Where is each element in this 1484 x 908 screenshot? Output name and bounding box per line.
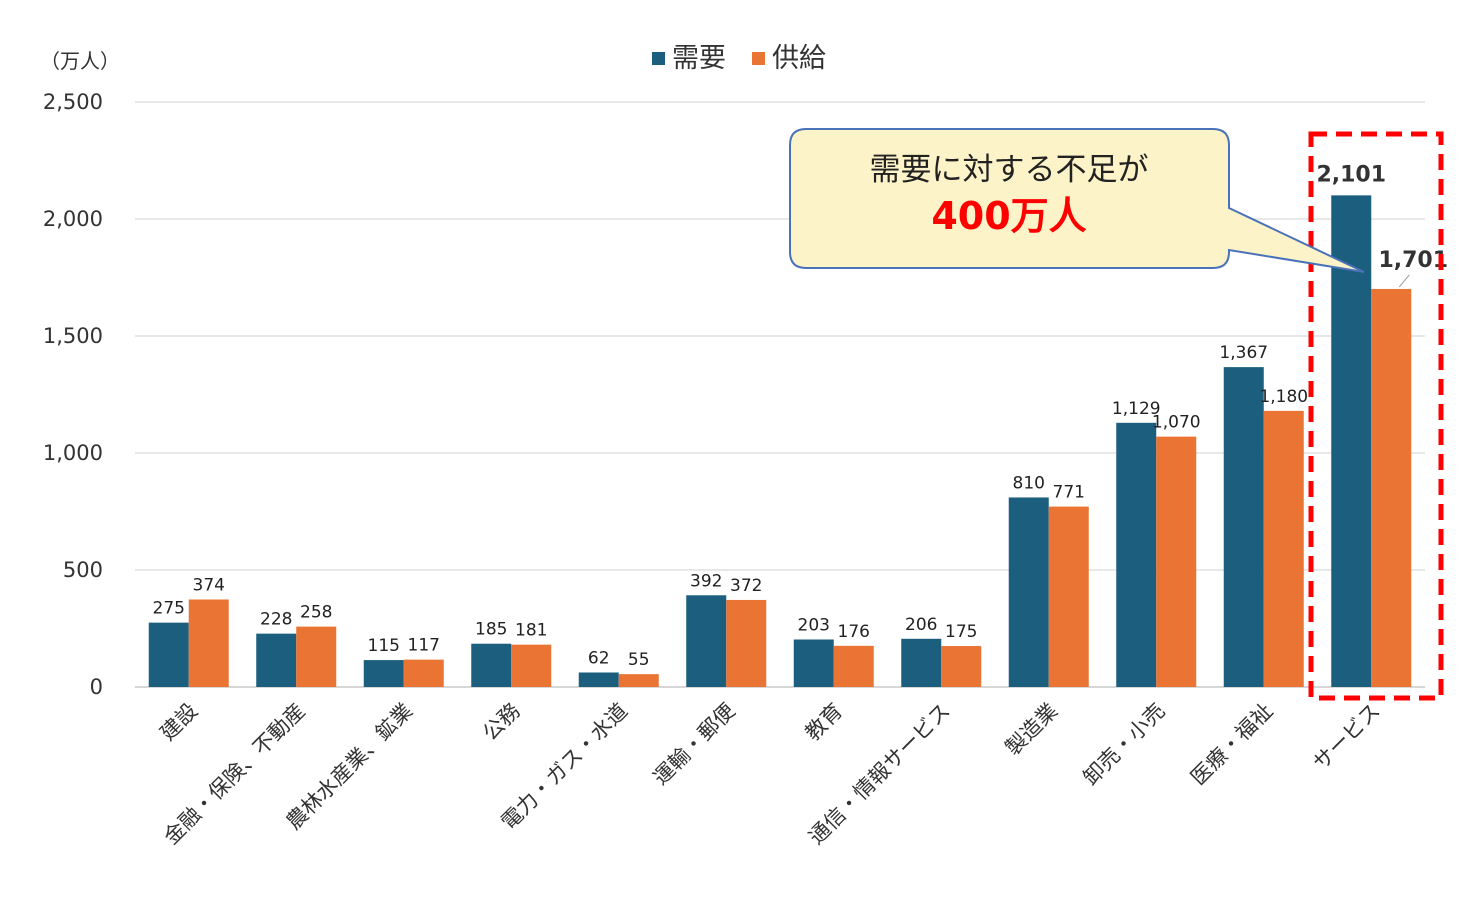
bar-supply [618, 674, 659, 687]
y-tick-label: 2,000 [43, 207, 103, 231]
category-label: 公務 [478, 699, 525, 746]
bar-demand [793, 639, 834, 687]
data-label-supply: 771 [1053, 483, 1085, 503]
legend-swatch-demand [652, 52, 665, 65]
data-label-demand: 228 [260, 610, 292, 630]
category-label: 医療・福祉 [1186, 699, 1277, 790]
data-label-supply: 372 [730, 576, 762, 596]
data-label-supply: 1,070 [1152, 413, 1201, 433]
legend-swatch-supply [752, 52, 765, 65]
category-label: 建設 [156, 699, 203, 746]
data-label-demand: 2,101 [1316, 162, 1386, 187]
legend-label-supply: 供給 [772, 43, 826, 74]
data-label-supply: 181 [515, 621, 547, 641]
callout-highlight-text: 400万人 [931, 194, 1086, 238]
callout-text: 需要に対する不足が [870, 152, 1149, 188]
bar-supply [726, 599, 767, 687]
bar-supply [833, 645, 874, 687]
y-tick-label: 2,500 [43, 90, 103, 114]
legend-label-demand: 需要 [672, 43, 726, 74]
bar-supply [296, 626, 337, 687]
bar-demand [256, 633, 297, 687]
data-label-demand: 810 [1013, 473, 1045, 493]
bar-demand [471, 643, 512, 687]
data-label-supply: 1,701 [1378, 248, 1448, 273]
category-label: 運輸・郵便 [649, 699, 740, 790]
data-label-demand: 206 [905, 615, 937, 635]
bar-demand [686, 595, 727, 687]
data-label-supply: 175 [945, 622, 977, 642]
bar-supply [403, 659, 444, 687]
data-label-supply: 117 [408, 636, 440, 656]
bar-demand [1116, 422, 1157, 687]
bar-supply [1263, 410, 1304, 687]
data-label-supply: 1,180 [1259, 387, 1308, 407]
y-axis: 0 500 1,000 1,500 2,000 2,500 [43, 90, 103, 699]
y-tick-label: 1,500 [43, 324, 103, 348]
callout-bubble [789, 128, 1365, 273]
y-tick-label: 0 [90, 675, 103, 699]
data-label-leader-line [1398, 274, 1410, 288]
y-tick-label: 1,000 [43, 441, 103, 465]
bars [148, 195, 1412, 687]
category-label: 卸売・小売 [1079, 699, 1170, 790]
data-label-supply: 374 [193, 575, 225, 595]
data-label-supply: 258 [300, 603, 332, 623]
bar-demand [363, 660, 404, 687]
bar-supply [188, 599, 229, 687]
bar-demand [1223, 367, 1264, 687]
bar-demand [901, 638, 942, 687]
data-label-demand: 115 [368, 636, 400, 656]
category-label: 教育 [801, 699, 848, 746]
data-label-demand: 185 [475, 620, 507, 640]
bar-supply [941, 646, 982, 687]
bar-demand [1331, 195, 1372, 687]
bar-supply [1371, 288, 1412, 687]
bar-supply [1048, 506, 1089, 687]
bar-supply [1156, 436, 1197, 687]
bar-demand [148, 622, 189, 687]
bar-demand [578, 672, 619, 687]
bar-supply [511, 644, 552, 687]
data-label-demand: 1,129 [1112, 399, 1161, 419]
data-labels: 275 374 228 258 115 117 185 181 62 55 392 372 203 176… [153, 162, 1449, 670]
gridlines [135, 101, 1425, 688]
data-label-supply: 176 [838, 622, 870, 642]
data-label-demand: 62 [588, 648, 610, 668]
category-label: サービス [1308, 699, 1384, 775]
data-label-demand: 392 [690, 571, 722, 591]
callout: 需要に対する不足が 400万人 [789, 128, 1365, 273]
highlight-box [1308, 131, 1444, 701]
legend: 需要 供給 [652, 43, 826, 74]
y-tick-label: 500 [63, 558, 103, 582]
data-label-demand: 275 [153, 599, 185, 619]
bar-demand [1008, 497, 1049, 687]
y-unit-label: （万人） [40, 49, 120, 73]
data-label-supply: 55 [628, 650, 650, 670]
data-label-demand: 1,367 [1219, 343, 1268, 363]
data-label-demand: 203 [798, 615, 830, 635]
category-label: 製造業 [1001, 699, 1063, 761]
